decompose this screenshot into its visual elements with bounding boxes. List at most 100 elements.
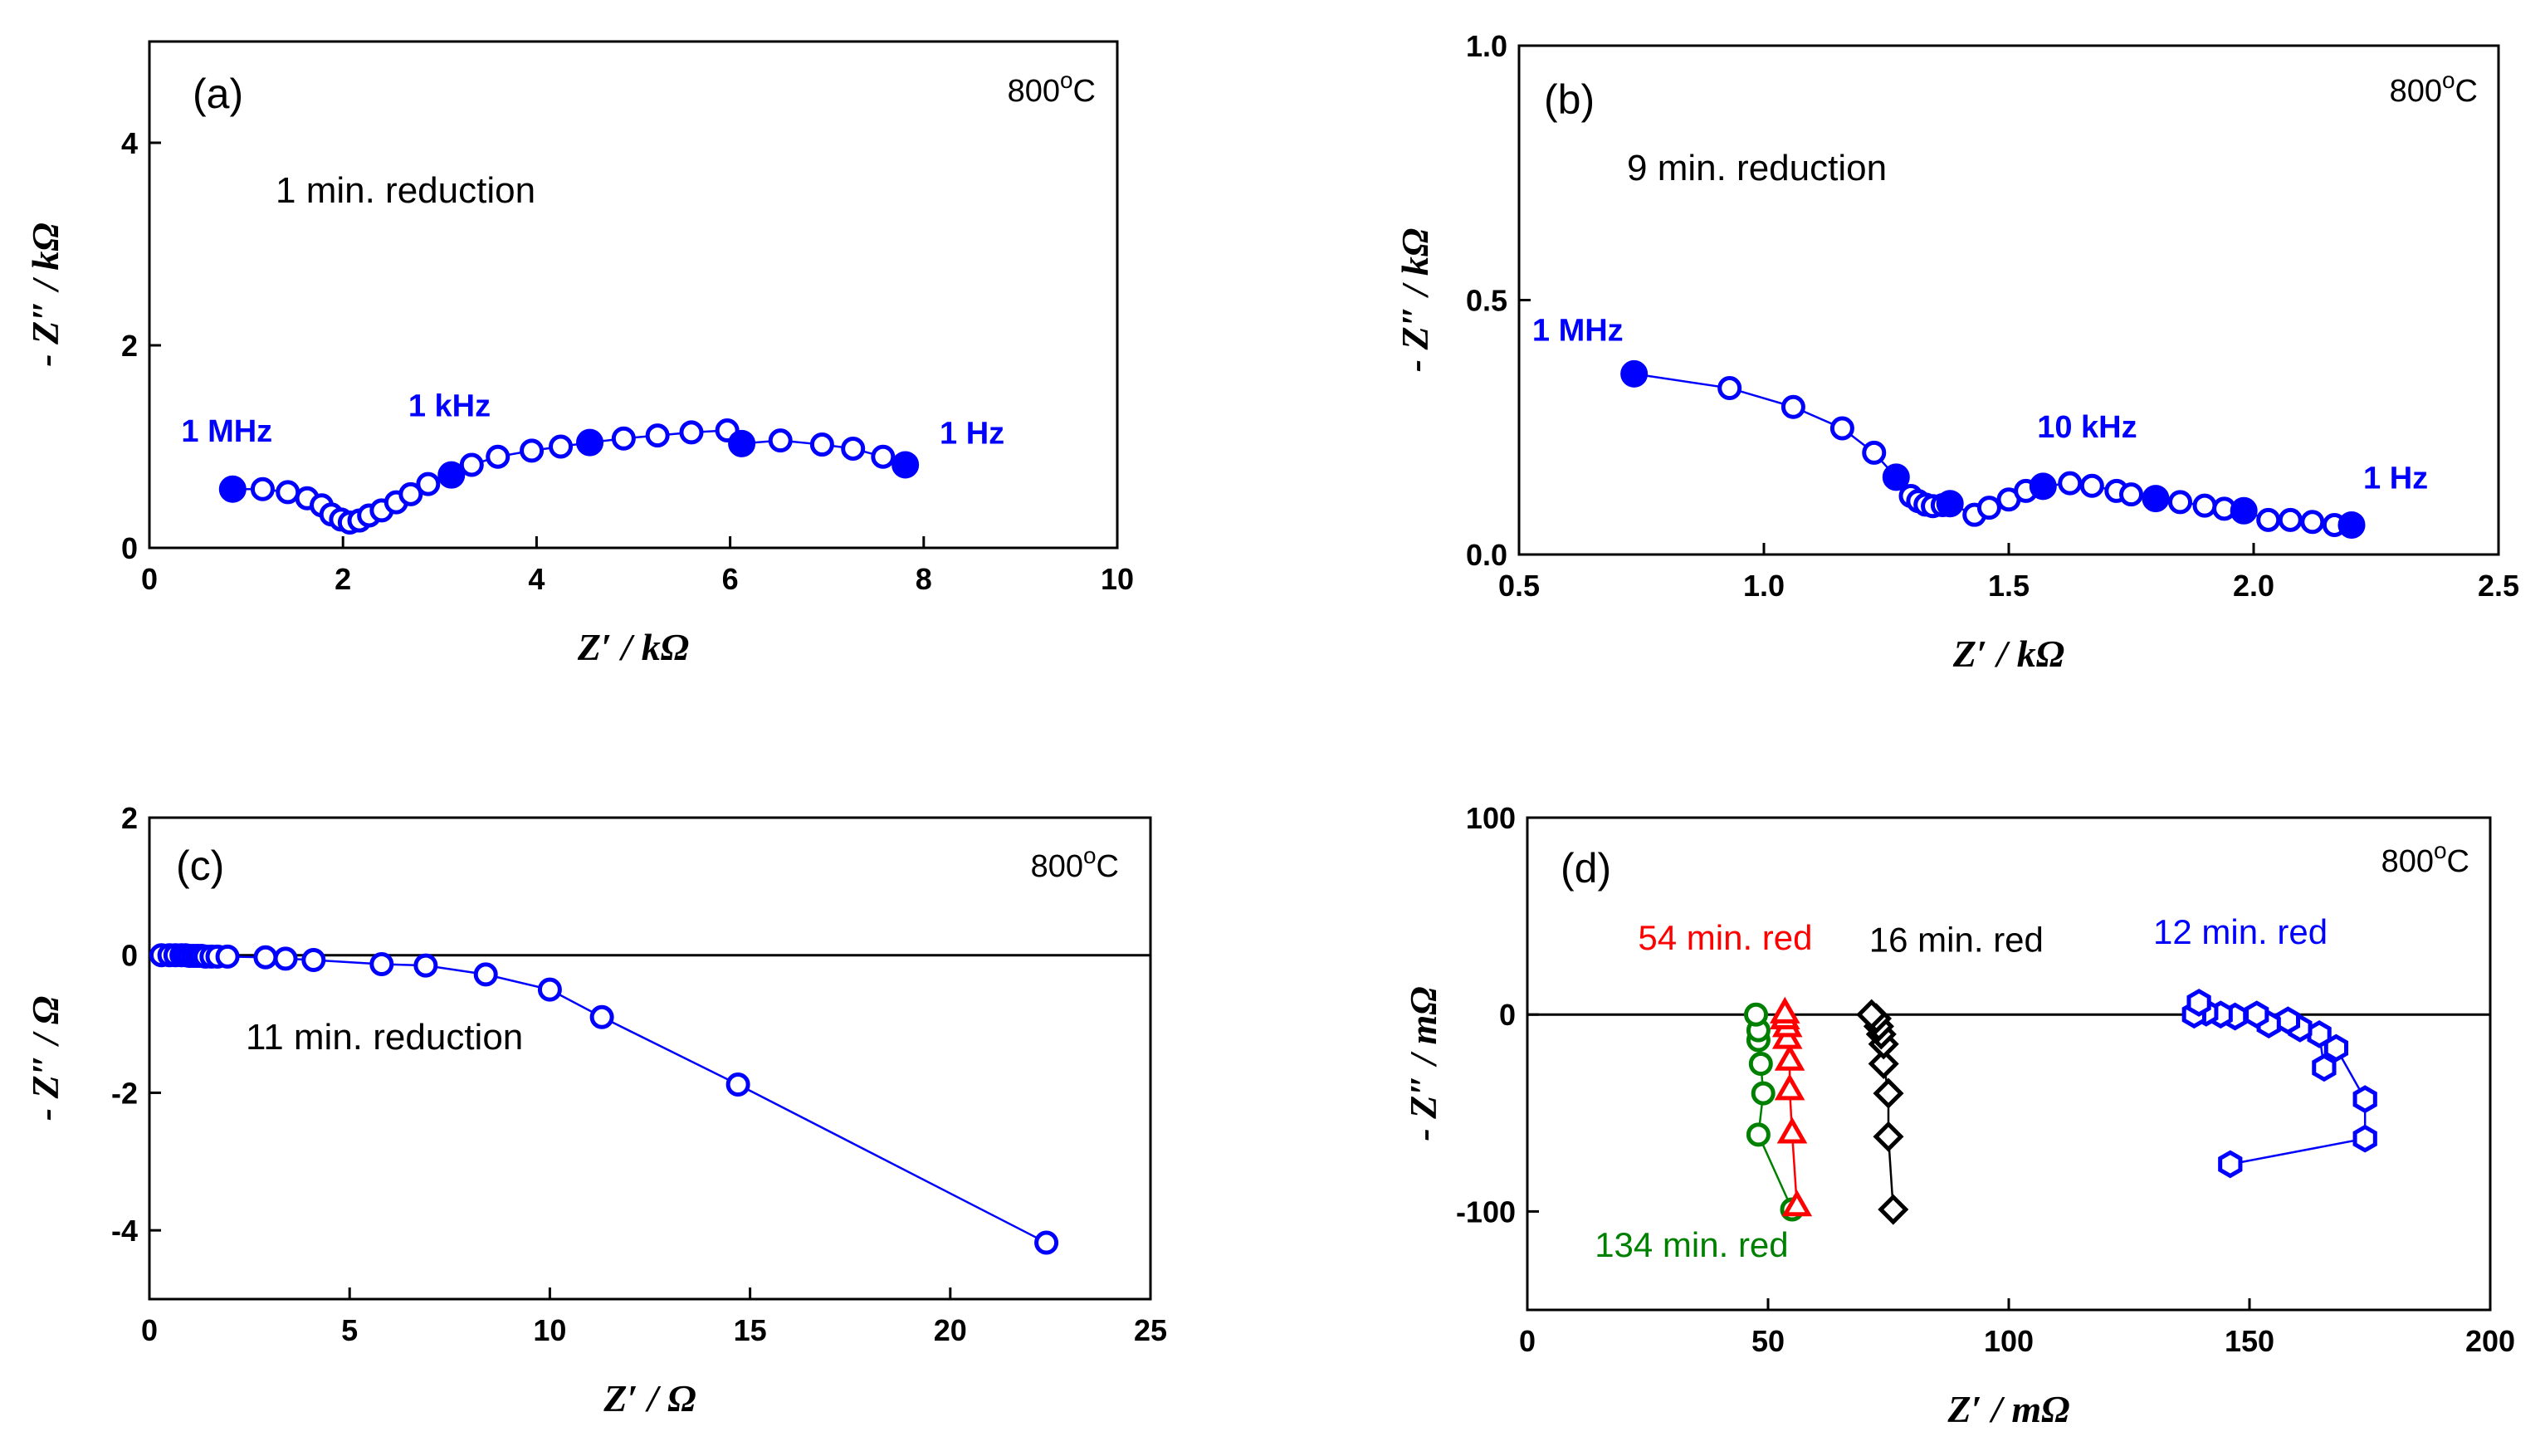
x-tick-label: 150: [2225, 1324, 2274, 1358]
x-tick-label: 5: [341, 1313, 358, 1347]
y-tick-label: 0: [121, 531, 138, 565]
y-tick-label: 0: [1499, 998, 1516, 1032]
x-tick-label: 2.5: [2478, 569, 2519, 603]
x-axis-label: Z′ / kΩ: [1952, 633, 2064, 675]
x-tick-label: 0: [141, 1313, 158, 1347]
data-point: [1717, 376, 1742, 401]
y-tick-label: 0: [121, 939, 138, 973]
data-point: [1034, 1230, 1059, 1255]
x-tick-label: 0: [141, 562, 158, 596]
x-tick-label: 0.5: [1498, 569, 1540, 603]
data-point-triangle: [1776, 1116, 1808, 1144]
data-point-hexagon: [2186, 989, 2211, 1017]
y-tick-label: -2: [111, 1076, 138, 1110]
data-point: [250, 476, 275, 501]
data-point-diamond: [1856, 999, 1888, 1030]
data-point: [273, 946, 298, 971]
y-tick-label: 2: [121, 329, 138, 363]
data-point: [645, 423, 670, 448]
data-point: [841, 436, 866, 461]
frequency-label: 10 kHz: [2037, 410, 2137, 445]
data-point: [871, 444, 896, 469]
data-point: [413, 953, 438, 978]
data-point: [2079, 473, 2104, 498]
reduction-annotation: 1 min. reduction: [276, 170, 535, 211]
x-tick-label: 200: [2465, 1324, 2515, 1358]
data-point: [1751, 1081, 1776, 1106]
data-point: [537, 977, 562, 1002]
x-axis-label: Z′ / Ω: [603, 1377, 696, 1419]
x-tick-label: 50: [1751, 1324, 1785, 1358]
x-axis-label: Z′ / mΩ: [1947, 1388, 2070, 1430]
series-label: 16 min. red: [1869, 920, 2044, 959]
temperature-label: 800oC: [1031, 843, 1119, 884]
x-tick-label: 1.5: [1988, 569, 2030, 603]
data-point-filled: [1936, 490, 1964, 518]
y-axis-label: - Z″ / kΩ: [24, 222, 66, 366]
data-point: [520, 438, 545, 463]
x-tick-label: 25: [1134, 1313, 1167, 1347]
data-point: [679, 420, 704, 445]
data-point-hexagon: [2352, 1085, 2377, 1114]
y-axis-label: - Z″ / Ω: [24, 996, 66, 1121]
data-point-filled: [2230, 496, 2258, 525]
data-point: [611, 426, 636, 451]
data-point: [1781, 394, 1805, 419]
chart-panel-2: 0.5 1.0 1.5 2.0 2.50.00.51.0Z′ / kΩ- Z″ / kΩ…: [1394, 29, 2519, 675]
panel-label: (a): [193, 71, 243, 117]
data-point: [1862, 440, 1887, 465]
data-point: [398, 481, 423, 506]
data-point: [1746, 1122, 1771, 1147]
frequency-label: 1 kHz: [408, 388, 491, 423]
x-tick-label: 4: [528, 562, 545, 596]
x-tick-label: 6: [722, 562, 739, 596]
y-tick-label: 0.5: [1466, 284, 1507, 318]
data-point-diamond: [1873, 1121, 1904, 1152]
x-tick-label: 2.0: [2233, 569, 2274, 603]
data-point-hexagon: [2307, 1020, 2332, 1048]
data-point: [2300, 510, 2325, 535]
series-label: 12 min. red: [2153, 912, 2328, 951]
data-point: [215, 944, 240, 969]
chart-panel-1: 0 2 4 6 8 10 0 2 4 Z′ / kΩ - Z″ / kΩ (a) 800oC 1 min.…: [24, 40, 1134, 668]
x-tick-label: 10: [1101, 562, 1134, 596]
data-point: [459, 452, 484, 477]
data-point: [589, 1004, 614, 1029]
data-point-triangle: [1774, 1073, 1805, 1101]
x-tick-label: 2: [335, 562, 351, 596]
data-point: [416, 471, 441, 496]
data-point-filled: [891, 451, 920, 479]
y-tick-label: 4: [121, 126, 138, 160]
series-line: [161, 954, 1048, 1244]
data-point-triangle: [1769, 996, 1800, 1024]
y-tick-label: 1.0: [1466, 29, 1507, 63]
data-point: [2119, 482, 2143, 507]
series-label: 134 min. red: [1595, 1225, 1788, 1264]
data-point-filled: [576, 428, 604, 457]
data-point-diamond: [1873, 1077, 1904, 1109]
reduction-annotation: 11 min. reduction: [246, 1017, 523, 1058]
reduction-annotation: 9 min. reduction: [1627, 148, 1887, 188]
y-tick-label: 2: [121, 801, 138, 835]
x-tick-label: 100: [1984, 1324, 2034, 1358]
x-axis-label: Z′ / kΩ: [577, 626, 689, 668]
y-axis-label: - Z″ / mΩ: [1402, 986, 1444, 1141]
data-point: [549, 434, 574, 459]
data-point-diamond: [1878, 1194, 1909, 1225]
series-label: 54 min. red: [1638, 918, 1812, 957]
y-tick-label: 100: [1466, 801, 1516, 835]
y-axis-label: - Z″ / kΩ: [1394, 228, 1436, 372]
frequency-label: 1 Hz: [940, 416, 1004, 451]
data-point-filled: [2029, 472, 2057, 501]
x-tick-label: 10: [533, 1313, 566, 1347]
data-point: [768, 428, 793, 453]
data-point: [253, 945, 278, 970]
plot-frame: [1517, 44, 2500, 556]
panel-label: (d): [1561, 845, 1611, 892]
data-point-filled: [2337, 511, 2366, 539]
x-tick-label: 1.0: [1743, 569, 1785, 603]
data-point-hexagon: [2218, 1150, 2243, 1179]
data-point: [276, 480, 300, 505]
frequency-label: 1 Hz: [2363, 461, 2428, 496]
